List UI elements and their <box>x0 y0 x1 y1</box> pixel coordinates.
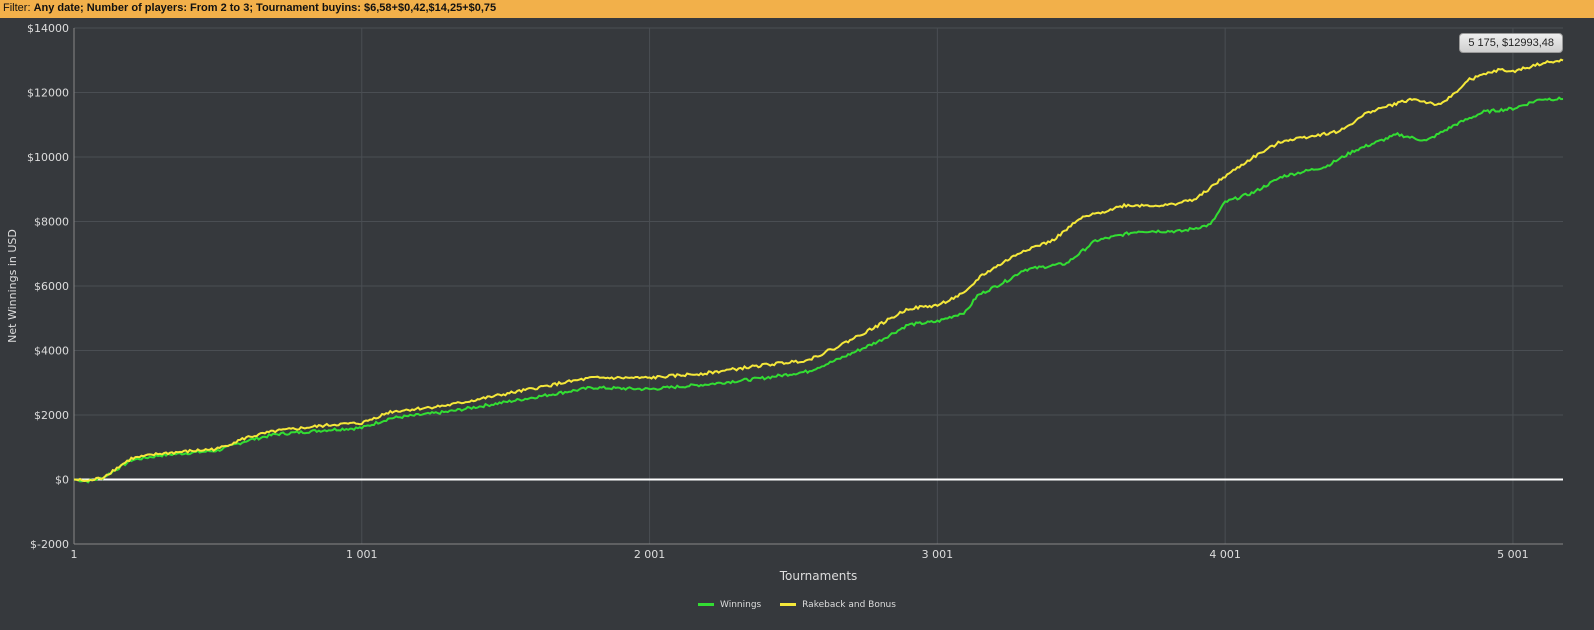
legend-item-winnings[interactable]: Winnings <box>698 600 761 610</box>
x-tick-label: 1 001 <box>346 548 378 561</box>
y-tick-label: $8000 <box>34 216 69 229</box>
filter-label: Filter: <box>3 2 31 14</box>
y-tick-label: $6000 <box>34 280 69 293</box>
y-axis-title: Net Winnings in USD <box>6 229 19 343</box>
legend-swatch <box>780 603 797 606</box>
legend-item-rakeback[interactable]: Rakeback and Bonus <box>780 600 896 610</box>
x-tick-label: 1 <box>71 548 78 561</box>
series-line-rakeback <box>73 58 1564 483</box>
y-tick-label: $10000 <box>27 151 69 164</box>
series-line-winnings <box>73 96 1564 484</box>
y-tick-label: $14000 <box>27 22 69 35</box>
x-tick-label: 2 001 <box>634 548 666 561</box>
x-axis-title: Tournaments <box>779 569 858 583</box>
x-tick-label: 3 001 <box>922 548 954 561</box>
legend-swatch <box>698 603 715 606</box>
y-tick-label: $-2000 <box>30 538 69 551</box>
tooltip: 5 175, $12993,48 <box>1459 33 1563 53</box>
y-tick-label: $2000 <box>34 409 69 422</box>
x-tick-label: 4 001 <box>1209 548 1241 561</box>
y-tick-label: $4000 <box>34 345 69 358</box>
filter-text: Any date; Number of players: From 2 to 3… <box>33 2 497 14</box>
legend-label: Winnings <box>720 600 762 610</box>
x-tick-label: 5 001 <box>1497 548 1529 561</box>
y-tick-label: $12000 <box>27 87 69 100</box>
filter-bar: Filter: Any date; Number of players: Fro… <box>0 0 1594 18</box>
legend-label: Rakeback and Bonus <box>802 600 896 610</box>
y-tick-label: $0 <box>55 474 69 487</box>
legend: Winnings Rakeback and Bonus <box>0 600 1594 610</box>
